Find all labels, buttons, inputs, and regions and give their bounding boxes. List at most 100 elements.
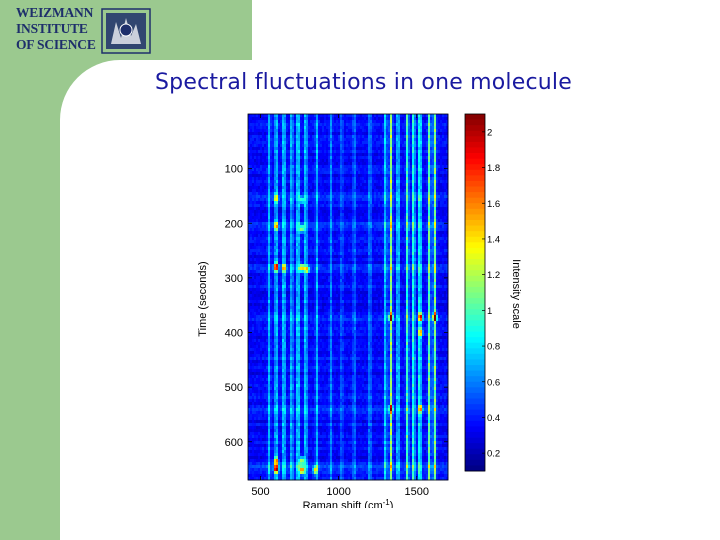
heatmap-cell bbox=[386, 159, 389, 163]
heatmap-cell bbox=[428, 195, 431, 199]
heatmap-cell bbox=[418, 261, 421, 265]
heatmap-cell bbox=[282, 168, 285, 172]
heatmap-cell bbox=[366, 129, 369, 133]
heatmap-cell bbox=[276, 210, 279, 214]
heatmap-cell bbox=[310, 249, 313, 253]
heatmap-cell bbox=[444, 153, 447, 157]
heatmap-cell bbox=[352, 144, 355, 148]
heatmap-cell bbox=[332, 183, 335, 187]
heatmap-cell bbox=[420, 225, 423, 229]
heatmap-cell bbox=[412, 153, 415, 157]
heatmap-cell bbox=[304, 207, 307, 211]
heatmap-cell bbox=[368, 132, 371, 136]
heatmap-cell bbox=[330, 186, 333, 190]
heatmap-cell bbox=[426, 225, 429, 229]
heatmap-cell bbox=[370, 138, 373, 142]
heatmap-cell bbox=[378, 207, 381, 211]
heatmap-cell bbox=[302, 204, 305, 208]
heatmap-cell bbox=[252, 255, 255, 259]
heatmap-cell bbox=[322, 213, 325, 217]
heatmap-cell bbox=[284, 207, 287, 211]
heatmap-cell bbox=[262, 129, 265, 133]
heatmap-cell bbox=[412, 252, 415, 256]
heatmap-cell bbox=[398, 219, 401, 223]
heatmap-cell bbox=[350, 135, 353, 139]
heatmap-cell bbox=[418, 204, 421, 208]
heatmap-cell bbox=[372, 222, 375, 226]
heatmap-cell bbox=[420, 186, 423, 190]
heatmap-cell bbox=[260, 165, 263, 169]
heatmap-cell bbox=[250, 153, 253, 157]
heatmap-cell bbox=[354, 249, 357, 253]
heatmap-cell bbox=[268, 132, 271, 136]
heatmap-cell bbox=[378, 114, 381, 118]
heatmap-cell bbox=[300, 231, 303, 235]
heatmap-cell bbox=[428, 216, 431, 220]
heatmap-cell bbox=[358, 180, 361, 184]
heatmap-cell bbox=[278, 150, 281, 154]
heatmap-cell bbox=[298, 132, 301, 136]
heatmap-cell bbox=[360, 261, 363, 265]
heatmap-cell bbox=[276, 228, 279, 232]
heatmap-cell bbox=[266, 123, 269, 127]
heatmap-cell bbox=[266, 120, 269, 124]
heatmap-cell bbox=[420, 189, 423, 193]
heatmap-cell bbox=[312, 219, 315, 223]
heatmap-cell bbox=[288, 153, 291, 157]
heatmap-cell bbox=[330, 213, 333, 217]
heatmap-cell bbox=[396, 141, 399, 145]
heatmap-cell bbox=[250, 246, 253, 250]
heatmap-cell bbox=[348, 165, 351, 169]
heatmap-cell bbox=[446, 165, 449, 169]
heatmap-cell bbox=[390, 243, 393, 247]
heatmap-cell bbox=[302, 225, 305, 229]
heatmap-cell bbox=[328, 171, 331, 175]
heatmap-cell bbox=[284, 240, 287, 244]
heatmap-cell bbox=[292, 189, 295, 193]
heatmap-cell bbox=[294, 192, 297, 196]
heatmap-cell bbox=[320, 165, 323, 169]
heatmap-cell bbox=[382, 123, 385, 127]
heatmap-cell bbox=[310, 135, 313, 139]
heatmap-cell bbox=[296, 150, 299, 154]
heatmap-cell bbox=[330, 123, 333, 127]
heatmap-cell bbox=[434, 153, 437, 157]
heatmap-cell bbox=[256, 174, 259, 178]
heatmap-cell bbox=[262, 192, 265, 196]
heatmap-cell bbox=[434, 246, 437, 250]
heatmap-cell bbox=[352, 117, 355, 121]
heatmap-cell bbox=[370, 234, 373, 238]
heatmap-cell bbox=[252, 216, 255, 220]
heatmap-cell bbox=[446, 120, 449, 124]
heatmap-cell bbox=[258, 231, 261, 235]
heatmap-cell bbox=[406, 174, 409, 178]
heatmap-cell bbox=[402, 204, 405, 208]
heatmap-cell bbox=[256, 255, 259, 259]
heatmap-cell bbox=[266, 114, 269, 118]
heatmap-cell bbox=[340, 162, 343, 166]
heatmap-cell bbox=[438, 153, 441, 157]
heatmap-cell bbox=[430, 222, 433, 226]
heatmap-cell bbox=[430, 159, 433, 163]
heatmap-cell bbox=[442, 123, 445, 127]
heatmap-cell bbox=[416, 222, 419, 226]
heatmap-cell bbox=[386, 186, 389, 190]
heatmap-cell bbox=[366, 189, 369, 193]
heatmap-cell bbox=[382, 195, 385, 199]
heatmap-cell bbox=[420, 228, 423, 232]
heatmap-cell bbox=[296, 177, 299, 181]
heatmap-cell bbox=[312, 123, 315, 127]
heatmap-cell bbox=[296, 240, 299, 244]
heatmap-cell bbox=[262, 174, 265, 178]
heatmap-cell bbox=[282, 180, 285, 184]
heatmap-cell bbox=[384, 252, 387, 256]
heatmap-cell bbox=[410, 210, 413, 214]
heatmap-cell bbox=[442, 150, 445, 154]
heatmap-cell bbox=[428, 234, 431, 238]
heatmap-cell bbox=[260, 174, 263, 178]
heatmap-cell bbox=[280, 114, 283, 118]
heatmap-cell bbox=[304, 123, 307, 127]
heatmap-cell bbox=[272, 174, 275, 178]
heatmap-cell bbox=[402, 114, 405, 118]
heatmap-cell bbox=[404, 225, 407, 229]
